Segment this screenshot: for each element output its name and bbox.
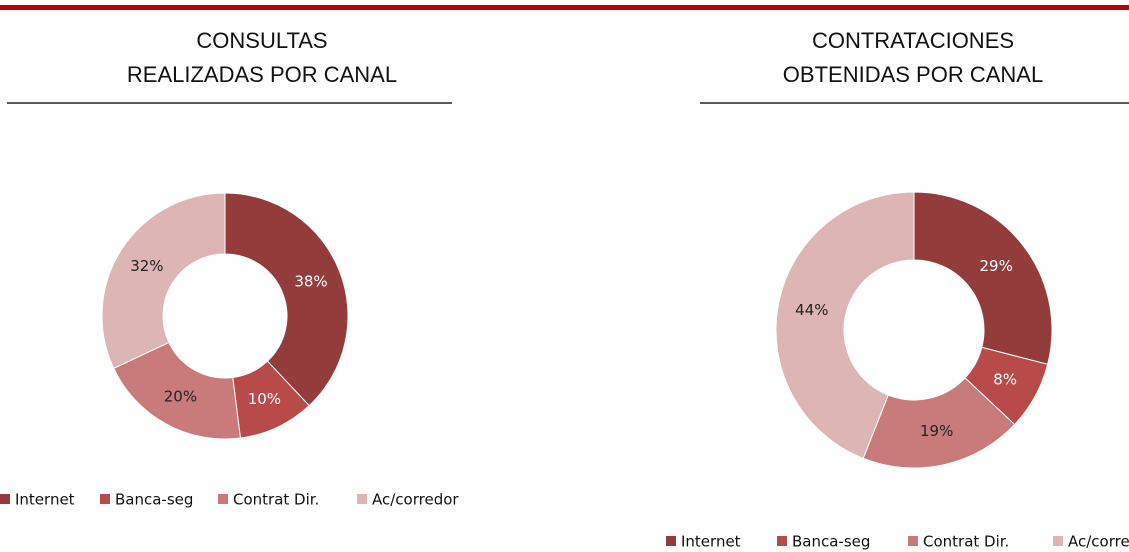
legend-label: Contrat Dir. xyxy=(923,533,1009,551)
chart-title: CONSULTAS xyxy=(196,28,327,53)
chart-title: CONTRATACIONES xyxy=(812,28,1014,53)
legend-swatch xyxy=(357,494,367,504)
data-label: 44% xyxy=(795,301,828,319)
legend-label: Contrat Dir. xyxy=(233,491,319,509)
data-label: 20% xyxy=(164,388,197,406)
legend-label: Banca-seg xyxy=(115,491,193,509)
legend-swatch xyxy=(666,536,676,546)
legend-swatch xyxy=(908,536,918,546)
chart-title: OBTENIDAS POR CANAL xyxy=(783,62,1043,87)
data-label: 29% xyxy=(980,257,1013,275)
data-label: 38% xyxy=(294,272,327,290)
legend-label: Ac/corredor xyxy=(372,491,459,509)
legend-swatch xyxy=(1053,536,1063,546)
legend-swatch xyxy=(100,494,110,504)
data-label: 32% xyxy=(130,257,163,275)
chart-title: REALIZADAS POR CANAL xyxy=(127,62,397,87)
legend-label: Internet xyxy=(15,491,75,509)
donut-slice xyxy=(913,191,1053,365)
donut-slice xyxy=(775,191,915,459)
data-label: 8% xyxy=(993,371,1017,389)
legend-swatch xyxy=(0,494,10,504)
donut-slice xyxy=(113,341,241,440)
donut-slice xyxy=(862,377,1016,469)
top-bar xyxy=(0,5,1129,10)
legend-label: Internet xyxy=(681,533,741,551)
data-label: 10% xyxy=(248,390,281,408)
donut-slice xyxy=(101,192,226,370)
legend-label: Banca-seg xyxy=(792,533,870,551)
donut-slice xyxy=(224,192,349,407)
legend-swatch xyxy=(777,536,787,546)
legend-swatch xyxy=(218,494,228,504)
legend-label: Ac/corredor xyxy=(1068,533,1129,551)
data-label: 19% xyxy=(920,422,953,440)
